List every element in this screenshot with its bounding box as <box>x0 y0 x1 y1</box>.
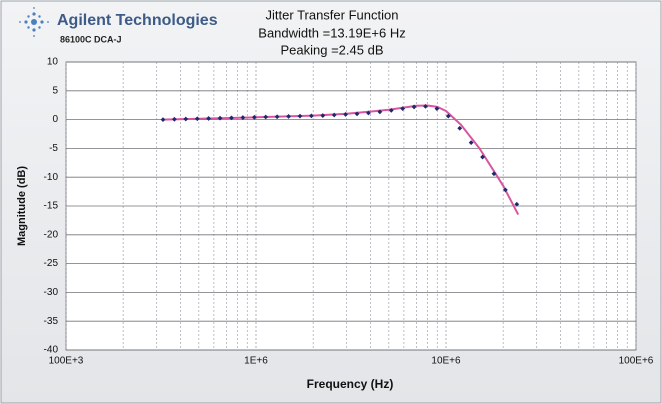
x-tick-label: 100E+3 <box>49 356 84 367</box>
data-point <box>240 115 246 120</box>
x-tick-label: 10E+6 <box>431 356 461 367</box>
data-point <box>354 111 360 117</box>
data-point <box>366 110 371 116</box>
data-point <box>434 106 440 112</box>
x-axis-label: Frequency (Hz) <box>307 377 394 391</box>
data-point <box>251 114 257 120</box>
y-tick-label: 10 <box>47 57 59 68</box>
data-point <box>206 116 211 121</box>
data-point <box>172 116 177 122</box>
y-tick-label: -5 <box>49 143 58 154</box>
y-tick-label: 0 <box>52 114 58 125</box>
data-point <box>388 107 394 113</box>
chart-subtitle: Bandwidth =13.19E+6 Hz <box>258 25 405 40</box>
y-tick-label: -25 <box>44 258 59 269</box>
data-point <box>183 116 189 122</box>
y-tick-label: 5 <box>52 85 58 96</box>
data-point <box>229 115 234 121</box>
data-point <box>411 104 417 110</box>
data-point <box>445 113 451 119</box>
x-tick-label: 1E+6 <box>244 356 268 367</box>
data-point <box>423 103 428 109</box>
data-point <box>274 114 280 120</box>
data-point <box>377 109 383 115</box>
y-tick-label: -35 <box>44 316 59 327</box>
data-point <box>480 154 485 160</box>
data-point <box>286 114 291 119</box>
data-point <box>308 113 314 119</box>
x-tick-label: 100E+6 <box>619 356 654 367</box>
data-point <box>263 114 269 120</box>
chart-title: Jitter Transfer Function <box>266 7 399 22</box>
data-point <box>457 125 463 131</box>
data-point <box>400 106 406 112</box>
data-point <box>491 171 497 177</box>
y-tick-label: -15 <box>44 201 59 212</box>
data-point <box>343 112 349 117</box>
data-point <box>194 116 200 122</box>
y-tick-label: -40 <box>44 345 59 356</box>
y-tick-label: -30 <box>44 287 59 298</box>
data-point <box>468 140 474 146</box>
logo <box>19 7 49 37</box>
y-axis-label: Magnitude (dB) <box>16 166 28 246</box>
data-point <box>297 113 303 119</box>
chart-subtitle: Peaking =2.45 dB <box>281 42 384 57</box>
model: 86100C DCA-J <box>60 34 122 44</box>
data-point <box>160 117 166 122</box>
data-point <box>331 112 337 118</box>
data-point <box>217 115 223 121</box>
y-tick-label: -20 <box>44 229 59 240</box>
data-point <box>502 187 508 193</box>
data-point <box>320 113 326 118</box>
data-point <box>514 201 520 207</box>
y-tick-label: -10 <box>44 172 59 183</box>
brand: Agilent Technologies <box>57 12 218 29</box>
